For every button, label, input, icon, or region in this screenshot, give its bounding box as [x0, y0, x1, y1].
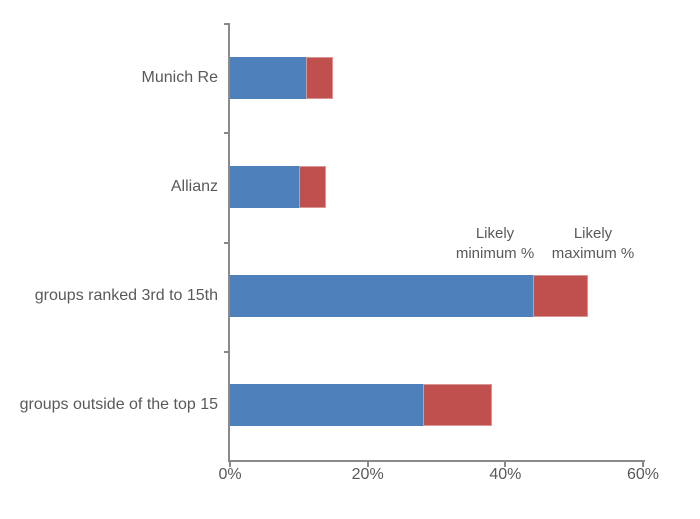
category-label: groups ranked 3rd to 15th — [34, 287, 218, 305]
y-axis-tick — [224, 23, 229, 25]
x-axis-tick — [366, 462, 369, 467]
bar-max-segment — [532, 275, 588, 318]
x-tick-label: 0% — [218, 466, 242, 483]
x-tick-label: 60% — [626, 466, 660, 483]
y-axis-tick — [224, 350, 229, 353]
annotation-line: Likely — [573, 225, 613, 242]
y-axis-line — [228, 23, 230, 462]
x-tick-label: 20% — [351, 466, 384, 483]
bar-min-segment — [230, 275, 533, 318]
annotation-likely-minimum: Likely minimum % — [430, 224, 560, 264]
category-label: Munich Re — [141, 68, 218, 86]
y-axis-tick — [224, 132, 229, 135]
annotation-line: Likely — [475, 225, 515, 242]
x-axis-tick — [229, 462, 231, 467]
bar-min-segment — [230, 56, 306, 99]
annotation-line: maximum % — [551, 245, 635, 262]
bar-max-segment — [298, 165, 327, 208]
x-axis-tick — [504, 462, 507, 467]
bar-max-segment — [422, 384, 492, 427]
x-tick-label: 40% — [489, 466, 522, 483]
y-axis-tick — [224, 241, 229, 244]
annotation-line: minimum % — [455, 245, 535, 262]
bar-min-segment — [230, 384, 423, 427]
annotation-likely-maximum: Likely maximum % — [528, 224, 658, 264]
bar-max-segment — [305, 56, 334, 99]
bar-min-segment — [230, 165, 299, 208]
x-axis-tick — [642, 462, 644, 467]
category-label: groups outside of the top 15 — [19, 396, 218, 414]
x-axis-line — [228, 460, 645, 462]
category-label: Allianz — [170, 177, 218, 195]
